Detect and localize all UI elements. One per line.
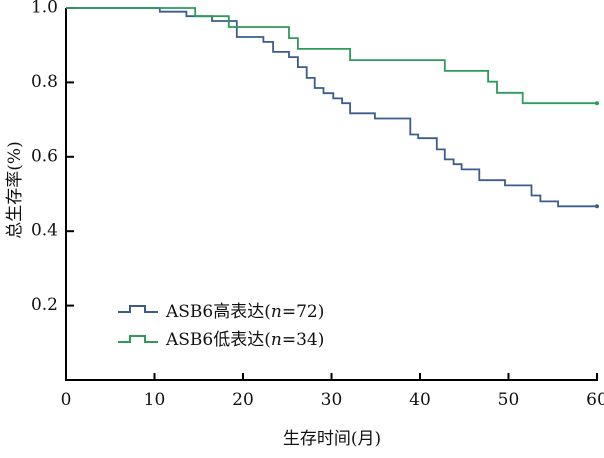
x-tick-label: 30 (321, 390, 343, 410)
x-tick-label: 20 (232, 390, 254, 410)
censor-mark (595, 204, 599, 209)
y-axis-label: 总生存率(%) (5, 141, 25, 238)
survival-curve-high (66, 7, 597, 208)
legend-label-low: ASB6低表达(n=34) (165, 330, 324, 350)
y-tick-label: 0.4 (31, 221, 58, 241)
censor-mark (595, 101, 599, 106)
legend-line-low (118, 335, 158, 343)
legend-label-high: ASB6高表达(n=72) (165, 302, 324, 322)
y-tick-label: 0.2 (31, 295, 58, 315)
x-tick-label: 60 (586, 390, 604, 410)
legend: ASB6高表达(n=72) ASB6低表达(n=34) (118, 302, 324, 350)
survival-curve-low (66, 7, 597, 105)
x-tick-label: 50 (498, 390, 520, 410)
axes (65, 8, 598, 381)
legend-line-high (118, 305, 158, 313)
x-axis-label: 生存时间(月) (283, 429, 381, 449)
x-tick-label: 10 (144, 390, 166, 410)
y-tick-label: 0.6 (31, 146, 58, 166)
y-tick-label: 0.8 (31, 72, 58, 92)
x-tick-label: 40 (409, 390, 431, 410)
x-tick-label: 0 (61, 390, 72, 410)
y-tick-label: 1.0 (31, 0, 58, 18)
